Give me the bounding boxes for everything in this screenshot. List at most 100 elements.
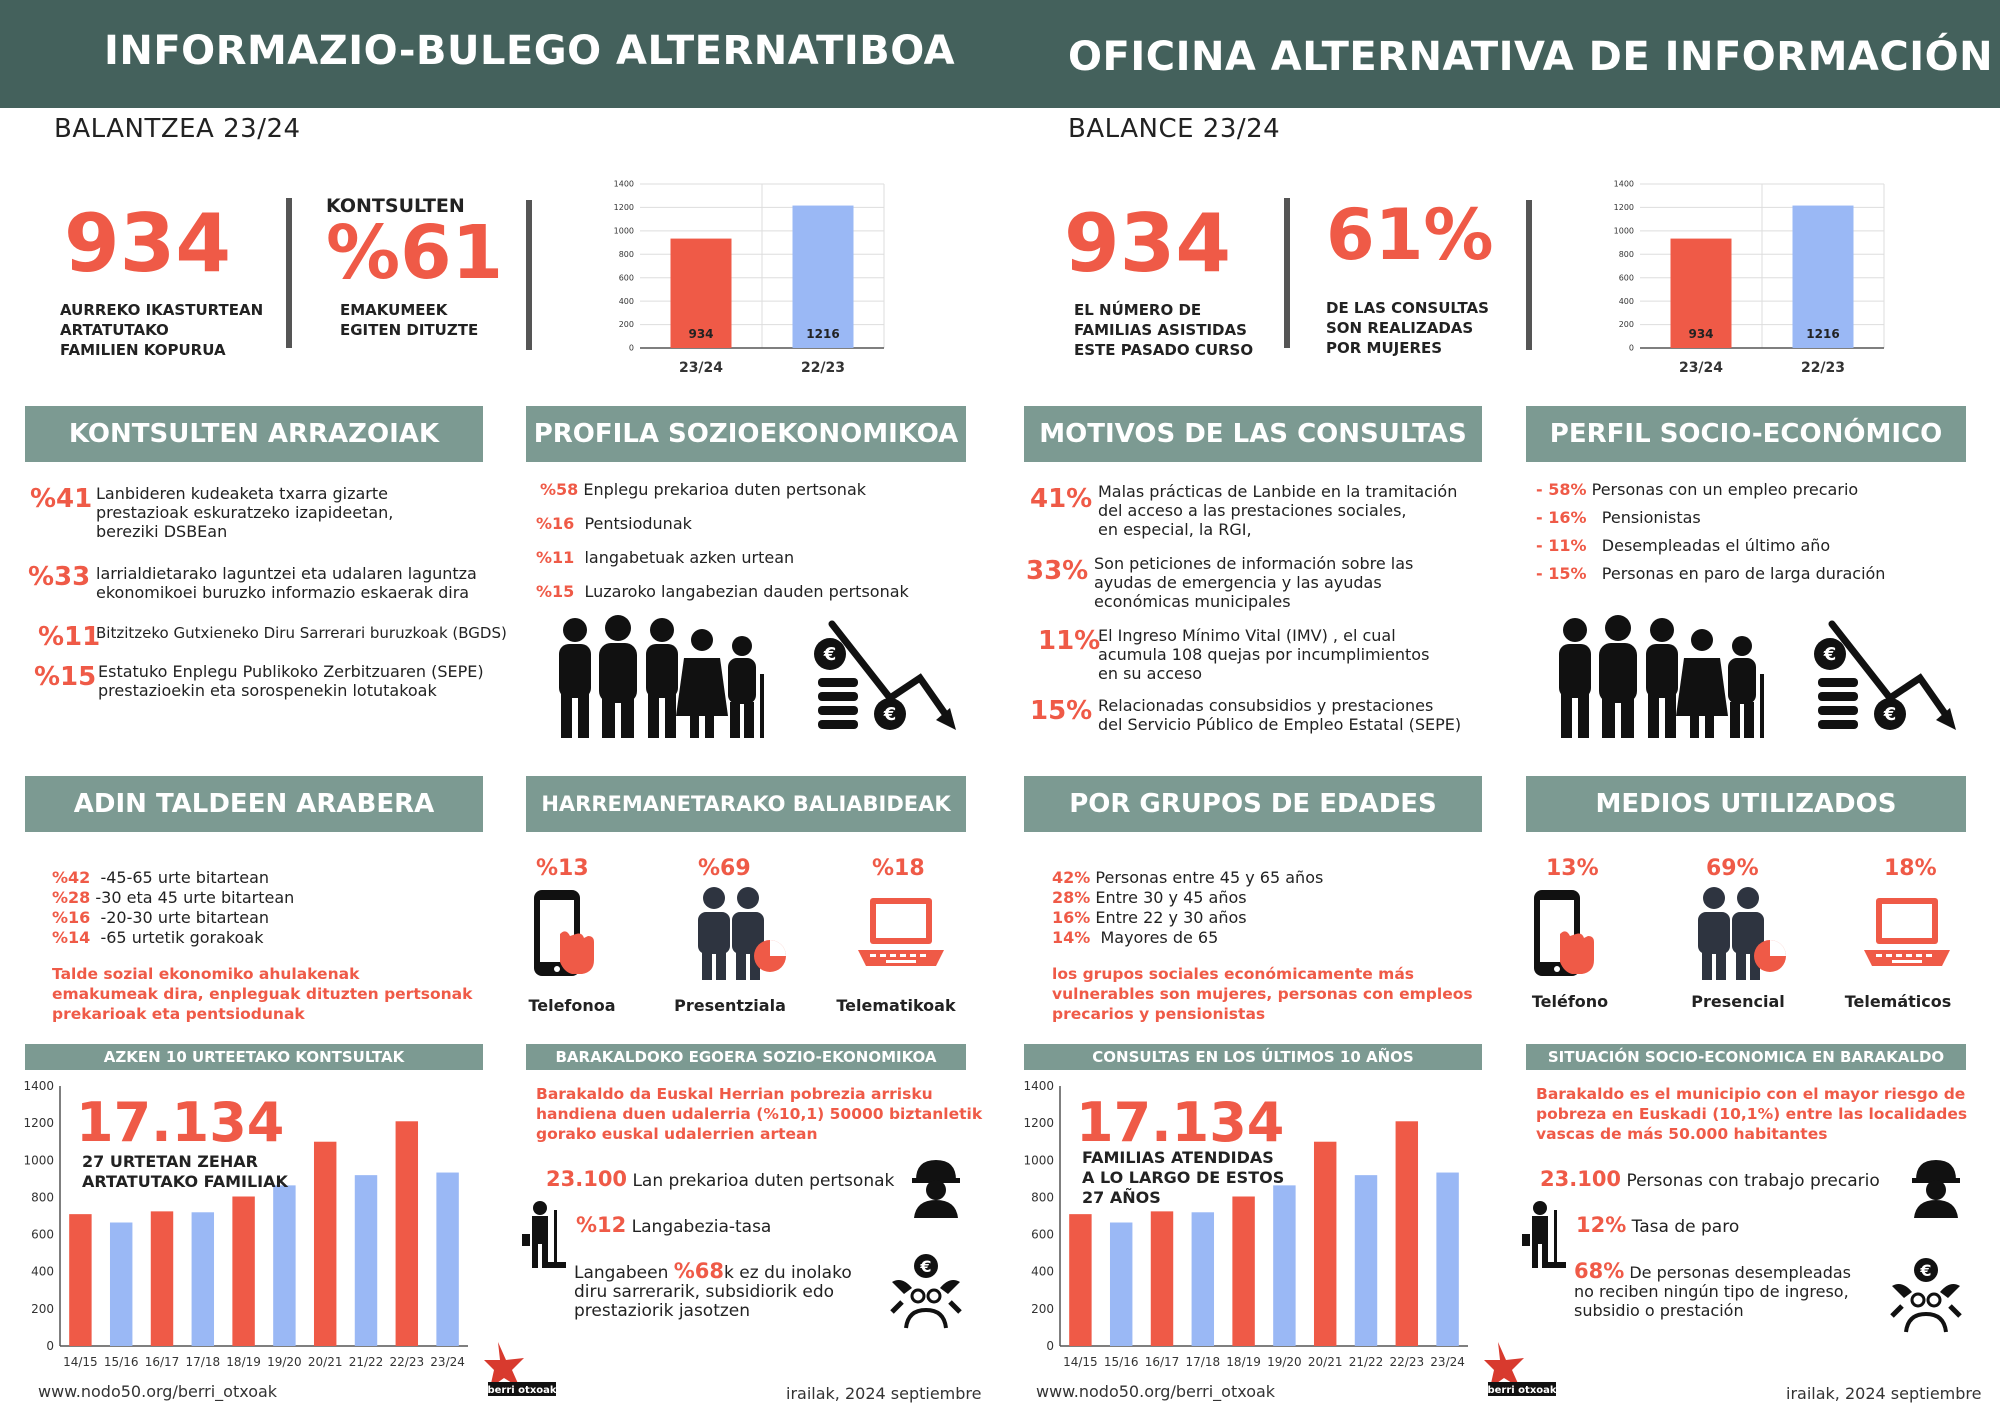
reason-text: Lanbideren kudeaketa txarra gizarte prest… [96,484,394,541]
bar [354,1175,378,1346]
data-label: 1216 [806,327,839,341]
families-label-es: EL NÚMERO DE FAMILIAS ASISTIDAS ESTE PASAD… [1074,301,1254,359]
media-percent: 13% [1546,856,1599,881]
bar [1436,1172,1459,1346]
bar [1273,1185,1296,1346]
profile-item: - 15% Personas en paro de larga duración [1536,564,1886,583]
money-decline-icon: € € [1814,620,1956,730]
situation-note-eu: Barakaldo da Euskal Herrian pobrezia arr… [536,1085,983,1143]
website-link-es[interactable]: www.nodo50.org/berri_otxoak [1036,1382,1276,1401]
bar [1150,1211,1174,1346]
balance-eu: BALANTZEA 23/24 [54,114,301,144]
y-tick-label: 800 [1031,1190,1054,1204]
situation-item: 23.100 Personas con trabajo precario [1540,1167,1880,1191]
y-tick-label: 1400 [23,1079,54,1093]
data-label: 934 [688,327,713,341]
situation-item: 12% Tasa de paro [1576,1213,1740,1237]
age-item: %16 -20-30 urte bitartean [52,908,270,927]
profile-item: - 16% Pensionistas [1536,508,1701,527]
svg-text:€: € [1919,1261,1931,1280]
x-tick-label: 21/22 [1349,1355,1384,1369]
bar [436,1172,459,1346]
balance-chart-es: 0 200 400 600 800 1000 1200 1400 934 23/24 1216 22/… [1614,180,1885,376]
profile-item: - 58% Personas con un empleo precario [1536,480,1859,499]
phone-icon [1534,890,1594,976]
date-eu: irailak, 2024 septiembre [786,1384,982,1403]
profile-item: %58 Enplegu prekarioa duten pertsonak [540,480,867,499]
reason-percent: 15% [1030,696,1093,726]
media-label: Telemáticos [1844,992,1952,1011]
age-header-eu: ADIN TALDEEN ARABERA [25,776,483,832]
bar [670,238,732,348]
reasons-header-es: MOTIVOS DE LAS CONSULTAS [1024,406,1482,462]
x-tick-label: 15/16 [104,1355,139,1369]
reason-percent: 41% [1030,484,1093,514]
media-label: Teléfono [1531,992,1609,1011]
x-tick-label: 17/18 [1186,1355,1221,1369]
families-number-eu: 934 [64,197,231,290]
y-tick-label: 1400 [614,180,634,189]
bar [1395,1121,1419,1346]
x-tick-label: 22/23 [1801,360,1845,376]
unemployment-benefit-icon: € [890,1254,962,1329]
consults-label-eu: KONTSULTEN [326,195,465,217]
bar [1109,1222,1133,1346]
logo-text: berri otxoak [487,1385,556,1396]
x-tick-label: 14/15 [63,1355,98,1369]
bar [1069,1214,1092,1346]
profile-item: %15 Luzaroko langabezian dauden pertsona… [536,582,909,601]
reason-percent: %33 [28,562,91,592]
bar [69,1214,92,1346]
situation-item: Langabeen %68k ez du inolako diru sarrera… [574,1259,852,1321]
age-item: 42% Personas entre 45 y 65 años [1052,868,1324,887]
svg-text:€: € [919,1257,931,1276]
y-tick-label: 1400 [1023,1079,1054,1093]
y-tick-label: 200 [619,320,634,329]
y-tick-label: 0 [1046,1339,1054,1353]
website-link-eu[interactable]: www.nodo50.org/berri_otxoak [38,1382,278,1401]
decade-label-es: FAMILIAS ATENDIDAS A LO LARGO DE ESTOS 27 … [1082,1148,1285,1207]
age-header-es: POR GRUPOS DE EDADES [1024,776,1482,832]
decade-header-eu: AZKEN 10 URTEETAKO KONTSULTAK [25,1044,483,1070]
x-tick-label: 23/24 [430,1355,465,1369]
y-tick-label: 800 [619,250,634,259]
unemployment-benefit-icon: € [1890,1258,1962,1333]
y-tick-label: 0 [1629,344,1634,353]
x-tick-label: 23/24 [1679,360,1723,376]
media-percent: %13 [536,856,589,881]
families-number-es: 934 [1064,197,1231,290]
age-note-es: los grupos sociales económicamente más vu… [1052,965,1473,1023]
x-tick-label: 19/20 [267,1355,302,1369]
bar [1191,1212,1215,1346]
y-tick-label: 1000 [614,227,634,236]
women-label-eu: EMAKUMEEK EGITEN DITUZTE [340,301,479,339]
y-tick-label: 600 [1619,273,1634,282]
worker-helmet-icon [912,1160,960,1218]
x-tick-label: 17/18 [186,1355,221,1369]
media-header-eu: HARREMANETARAKO BALIABIDEAK [526,776,966,832]
x-tick-label: 20/21 [1308,1355,1343,1369]
bar [150,1211,174,1346]
y-tick-label: 1200 [1614,203,1634,212]
laptop-icon [858,898,944,966]
bar [313,1141,337,1346]
media-label: Telematikoak [836,996,956,1015]
y-tick-label: 1200 [614,203,634,212]
y-tick-label: 0 [629,344,634,353]
x-tick-label: 19/20 [1267,1355,1302,1369]
bar [191,1212,215,1346]
divider [1284,198,1290,348]
bar [1313,1141,1337,1346]
svg-text:€: € [883,704,897,725]
age-item: 14% Mayores de 65 [1052,928,1219,947]
reason-text: El Ingreso Mínimo Vital (IMV) , el cual a… [1098,626,1430,683]
balance-es: BALANCE 23/24 [1068,114,1281,144]
y-tick-label: 200 [1031,1302,1054,1316]
decade-header-es: CONSULTAS EN LOS ÚLTIMOS 10 AÑOS [1024,1044,1482,1070]
bar [109,1222,133,1346]
x-tick-label: 22/23 [390,1355,425,1369]
logo-text: berri otxoak [1487,1385,1556,1396]
x-tick-label: 14/15 [1063,1355,1098,1369]
profile-item: - 11% Desempleadas el último año [1536,536,1831,555]
y-tick-label: 0 [46,1339,54,1353]
